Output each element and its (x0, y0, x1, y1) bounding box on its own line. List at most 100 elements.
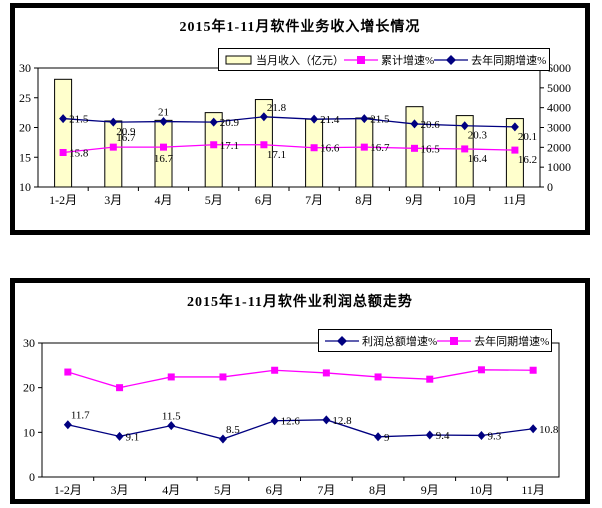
legend-label: 累计增速% (381, 54, 435, 67)
line-diamond-swatch-icon (325, 335, 359, 346)
axis-tick-label: 10 (19, 180, 31, 194)
axis-tick-label: 20 (19, 121, 31, 135)
series-line (67, 369, 534, 389)
data-label: 16.7 (154, 153, 174, 165)
x-category-label: 10月 (453, 193, 477, 207)
data-label: 21.5 (370, 114, 390, 126)
x-category-label: 4月 (162, 483, 180, 497)
x-category-label: 8月 (369, 483, 387, 497)
data-label: 12.8 (332, 415, 352, 427)
x-category-label: 9月 (421, 483, 439, 497)
data-point-marker (360, 114, 369, 124)
series-line (63, 116, 515, 128)
data-label: 9.4 (436, 430, 450, 442)
x-category-label: 3月 (111, 483, 129, 497)
data-label: 20.9 (220, 117, 240, 129)
data-point-marker (259, 112, 268, 122)
data-point-marker (59, 148, 67, 156)
data-point-marker (322, 369, 330, 377)
data-label: 17.1 (220, 140, 239, 152)
data-point-marker (310, 144, 318, 152)
legend-item: 利润总额增速% (325, 333, 437, 349)
data-label: 12.6 (281, 416, 301, 428)
plot-border (41, 342, 560, 478)
data-point-marker (218, 434, 227, 444)
data-label: 16.7 (370, 142, 390, 154)
data-point-marker (360, 143, 368, 151)
legend-item: 累计增速% (344, 52, 434, 68)
x-category-label: 10月 (469, 483, 493, 497)
x-category-label: 3月 (104, 193, 122, 207)
data-label: 20.6 (421, 119, 441, 131)
legend-item: 去年同期增速% (437, 333, 549, 349)
data-label: 9.3 (487, 430, 501, 442)
legend: 利润总额增速% 去年同期增速% (318, 329, 552, 352)
x-category-label: 1-2月 (54, 483, 82, 497)
data-point-marker (511, 146, 519, 154)
axis-tick-label: 15 (19, 150, 31, 164)
data-point-marker (209, 117, 218, 127)
data-label: 11.5 (162, 411, 181, 423)
data-label: 16.2 (518, 154, 537, 166)
data-label: 20.3 (468, 130, 488, 142)
x-category-label: 7月 (317, 483, 335, 497)
data-label: 21 (158, 107, 169, 119)
data-point-marker (210, 141, 218, 149)
data-label: 16.4 (468, 153, 488, 165)
data-point-marker (115, 431, 124, 441)
data-label: 9 (384, 432, 390, 444)
axis-tick-label: 2000 (547, 140, 571, 154)
x-category-label: 9月 (405, 193, 423, 207)
legend-label: 利润总额增速% (362, 335, 438, 348)
x-category-label: 6月 (266, 483, 284, 497)
x-category-label: 7月 (305, 193, 323, 207)
axis-tick-label: 3000 (547, 121, 571, 135)
legend-label: 当月收入（亿元） (256, 54, 344, 67)
data-point-marker (260, 141, 268, 149)
data-point-marker (411, 144, 418, 152)
profit-plot-area: 30 20 10 0 1-2月 3月 4月 5月 6月 7月 8月 9月 10月 11月 11.7 9.1 11… (23, 336, 560, 497)
data-label: 20.9 (116, 126, 136, 138)
chart-title: 2015年1-11月软件业务收入增长情况 (179, 20, 421, 35)
data-label: 16.6 (320, 143, 340, 155)
axis-tick-label: 0 (29, 470, 35, 484)
bar (204, 112, 223, 188)
line-diamond-swatch-icon (434, 54, 469, 65)
x-category-label: 8月 (355, 193, 373, 207)
data-label: 20.1 (518, 131, 537, 143)
data-point-marker (64, 368, 72, 376)
line-square-swatch-icon (344, 55, 378, 64)
data-point-marker (159, 117, 168, 127)
data-point-marker (310, 114, 319, 124)
data-point-marker (425, 430, 434, 440)
data-point-marker (374, 373, 382, 381)
axis-tick-label: 6000 (547, 61, 571, 75)
data-label: 8.5 (226, 424, 240, 436)
axis-tick-label: 4000 (547, 101, 571, 115)
chart-panel-profit: 2015年1-11月软件业利润总额走势 利润总额增速% 去年同期增速% 30 20… (10, 278, 590, 504)
data-label: 16.7 (116, 132, 136, 144)
data-point-marker (219, 373, 227, 381)
legend-item: 当月收入（亿元） (225, 52, 344, 68)
axis-tick-label: 30 (23, 336, 35, 350)
data-point-marker (116, 384, 124, 392)
x-category-label: 5月 (205, 193, 223, 207)
legend-label: 去年同期增速% (471, 54, 547, 67)
data-label: 17.1 (267, 149, 286, 161)
axis-tick-label: 30 (19, 61, 31, 75)
line-square-swatch-icon (437, 336, 472, 345)
x-category-label: 1-2月 (49, 193, 77, 207)
data-point-marker (374, 432, 383, 442)
data-point-marker (426, 375, 434, 383)
data-point-marker (109, 117, 118, 127)
data-label: 11.7 (71, 410, 90, 422)
data-point-marker (322, 415, 331, 425)
data-label: 21.5 (69, 114, 89, 126)
data-point-marker (167, 421, 176, 431)
axis-tick-label: 25 (19, 91, 31, 105)
legend-item: 去年同期增速% (434, 52, 546, 68)
data-point-marker (167, 373, 175, 381)
data-point-marker (477, 430, 486, 440)
data-point-marker (510, 122, 519, 132)
